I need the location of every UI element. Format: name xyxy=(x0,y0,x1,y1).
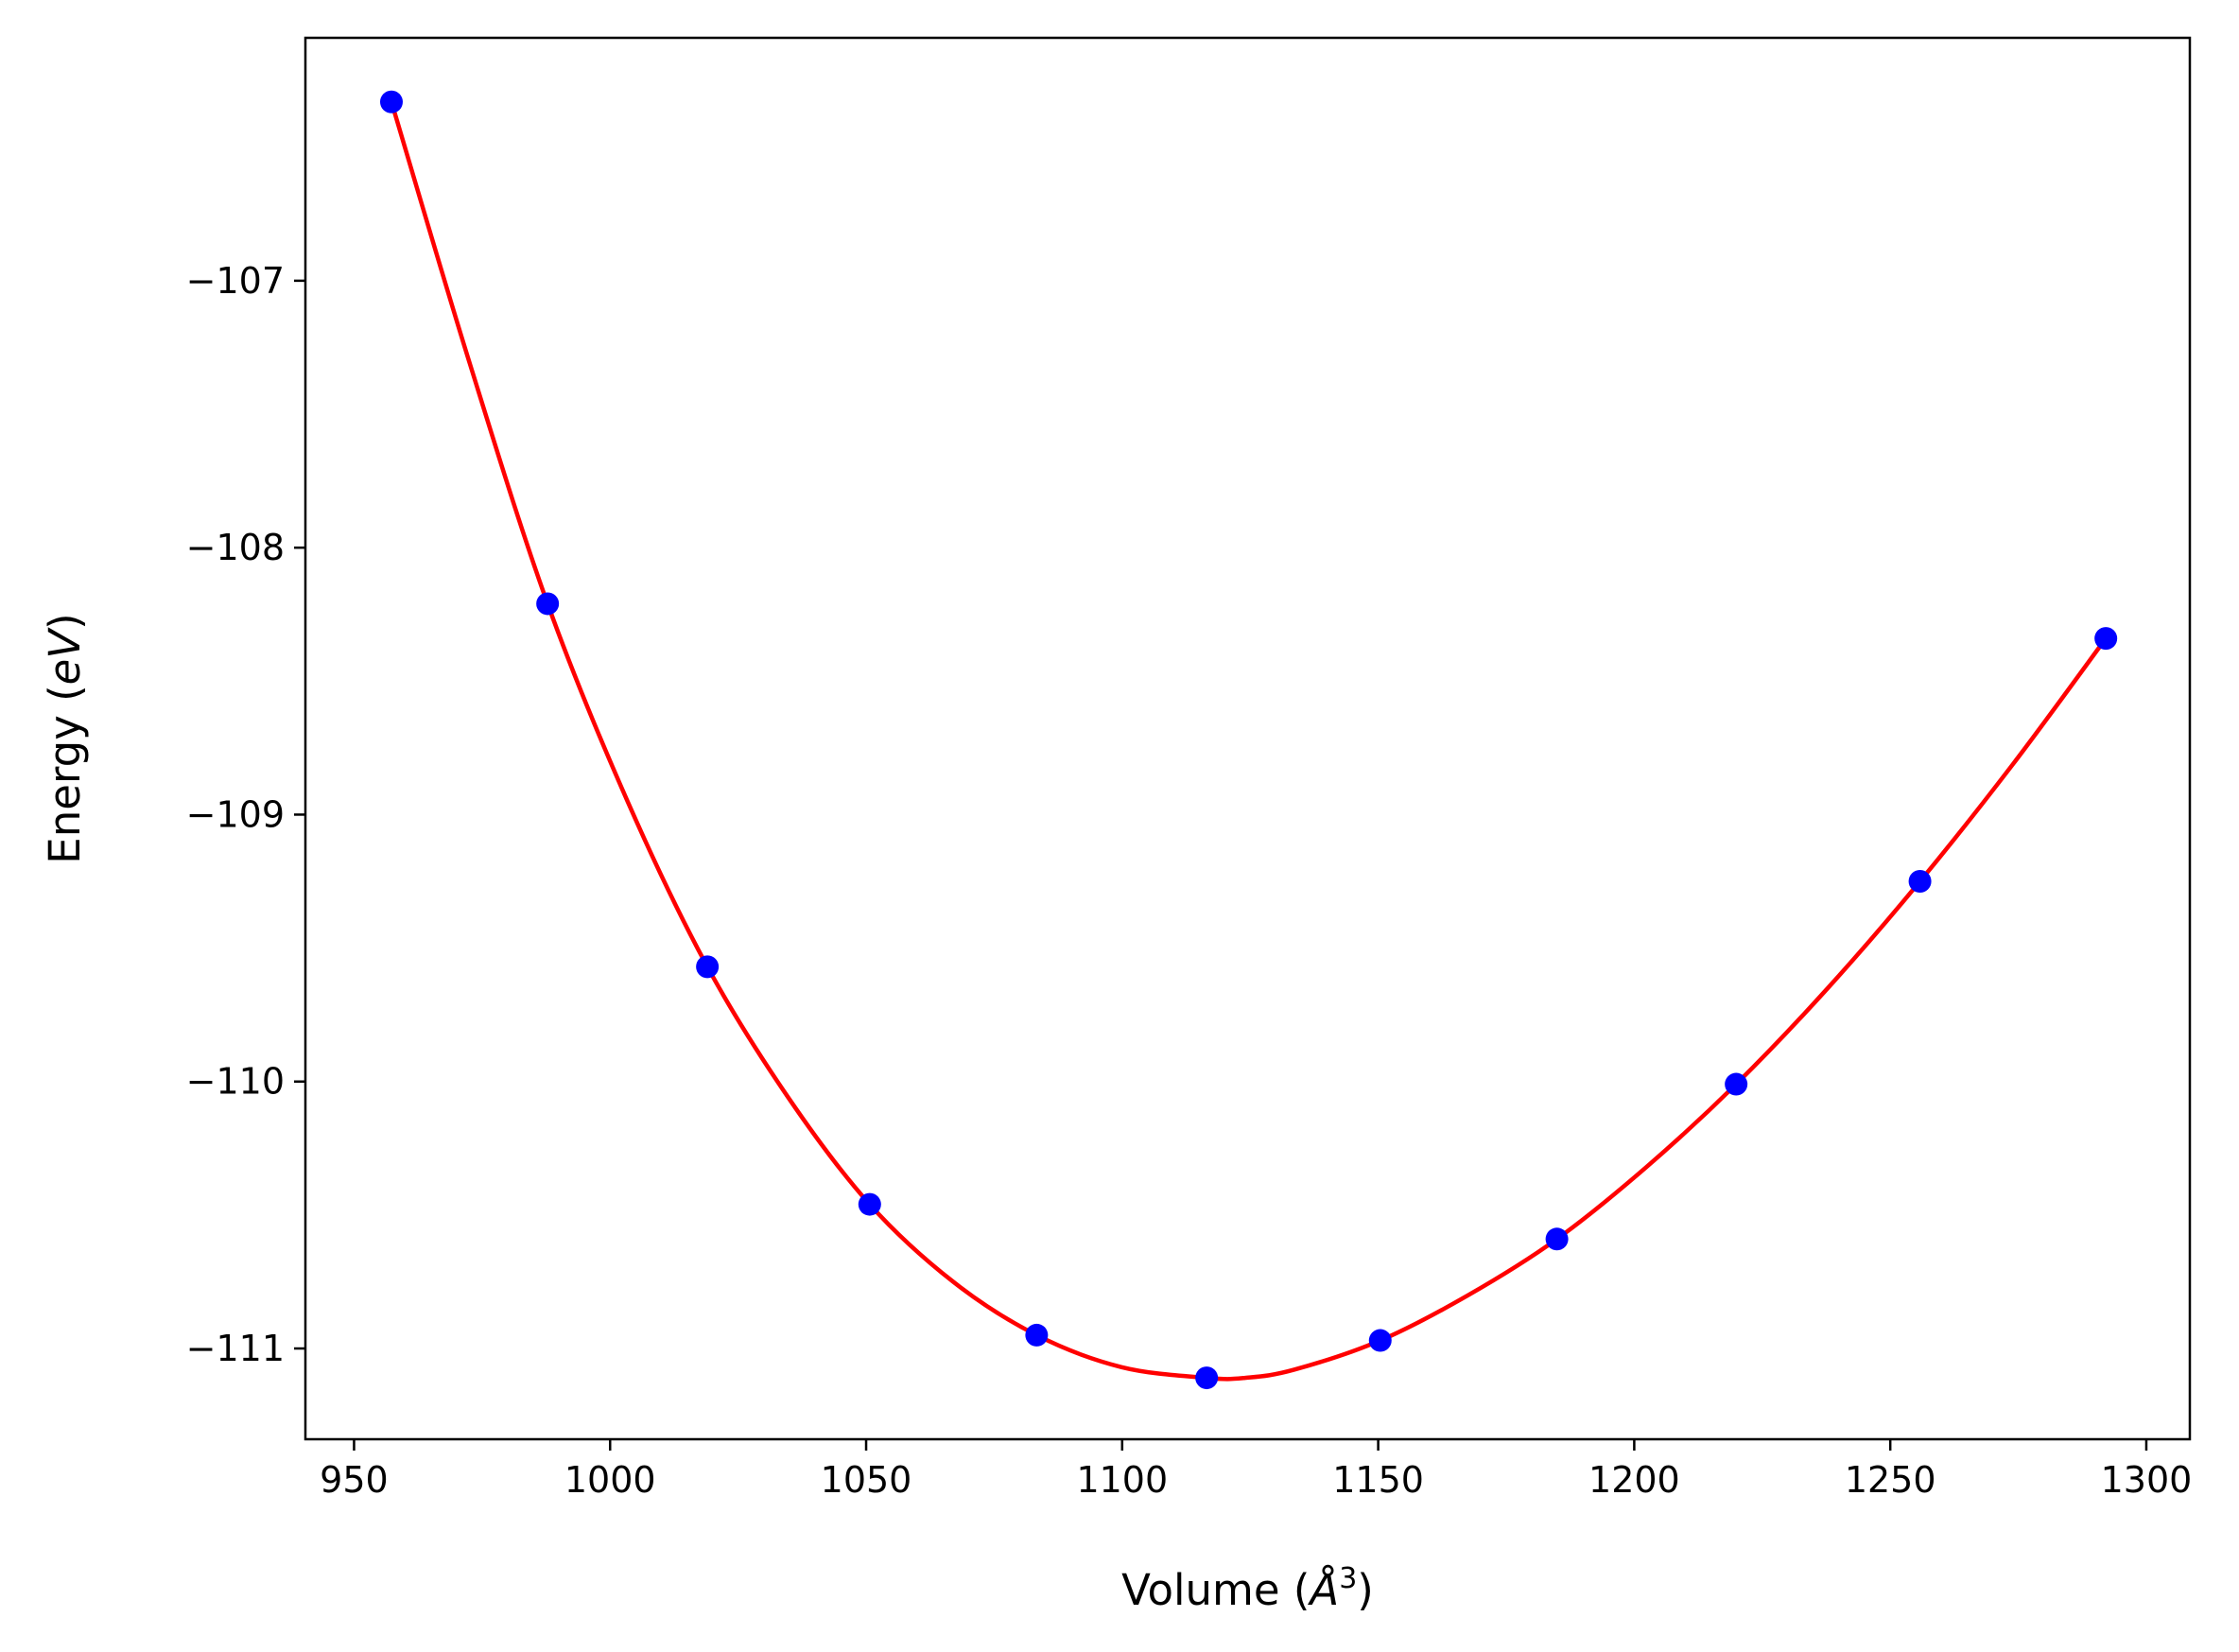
fit-curve-layer xyxy=(389,101,2108,1382)
x-tick-label: 1100 xyxy=(1076,1459,1168,1501)
data-point xyxy=(2094,627,2118,651)
y-axis-title: Energy (eV) xyxy=(40,613,90,863)
x-tick-label: 1250 xyxy=(1845,1459,1936,1501)
data-point xyxy=(379,90,403,113)
data-point xyxy=(858,1192,881,1216)
y-tick-label: −107 xyxy=(186,260,285,302)
x-axis-title: Volume (Å3) xyxy=(1121,1562,1374,1615)
fit-curve-line xyxy=(389,101,2108,1382)
x-tick-label: 1050 xyxy=(821,1459,912,1501)
y-tick-label: −109 xyxy=(186,793,285,835)
x-tick-label: 1000 xyxy=(564,1459,656,1501)
data-point xyxy=(536,592,560,616)
plot-frame xyxy=(304,36,2192,1441)
y-axis-title-unit: eV xyxy=(40,627,90,686)
y-axis-title-suffix: ) xyxy=(40,613,90,630)
y-axis-title-prefix: Energy ( xyxy=(40,685,90,863)
x-axis-title-suffix: ) xyxy=(1357,1565,1374,1615)
x-tick-label: 950 xyxy=(320,1459,389,1501)
x-axis-title-prefix: Volume ( xyxy=(1121,1565,1310,1615)
x-axis: 950 1000 1050 1100 1150 1200 1250 1300 xyxy=(320,1439,2192,1501)
x-tick-label: 1200 xyxy=(1588,1459,1680,1501)
y-tick-label: −108 xyxy=(186,527,285,568)
y-tick-label: −110 xyxy=(186,1061,285,1103)
data-point xyxy=(1195,1366,1219,1390)
data-point xyxy=(696,955,720,979)
y-tick-label: −111 xyxy=(186,1328,285,1369)
data-point xyxy=(1368,1329,1392,1352)
data-point xyxy=(1908,870,1932,894)
x-axis-title-symbol: Å xyxy=(1307,1565,1339,1615)
data-points-layer xyxy=(379,90,2118,1390)
data-point xyxy=(1025,1323,1049,1347)
x-axis-title-superscript: 3 xyxy=(1339,1562,1357,1595)
x-tick-label: 1300 xyxy=(2101,1459,2193,1501)
data-point xyxy=(1725,1072,1748,1096)
y-axis: −111 −110 −109 −108 −107 xyxy=(186,260,305,1369)
data-point xyxy=(1545,1227,1569,1251)
x-tick-label: 1150 xyxy=(1332,1459,1424,1501)
